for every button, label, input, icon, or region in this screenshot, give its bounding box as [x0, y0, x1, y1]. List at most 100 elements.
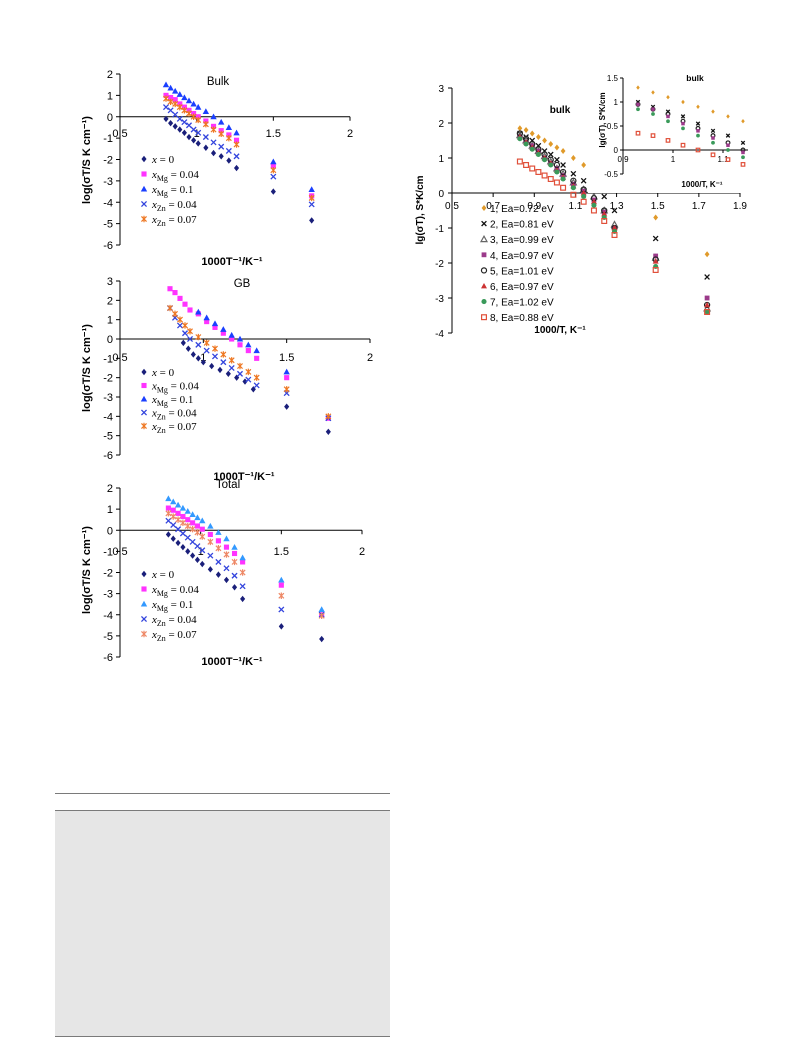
x-tick-label: 0.5 [112, 352, 127, 364]
inset-data-point [711, 140, 715, 145]
data-point [190, 100, 197, 107]
data-point [195, 114, 201, 120]
legend-marker [481, 252, 487, 258]
data-point [283, 386, 290, 393]
data-point [191, 110, 197, 117]
x-tick-label: 1.7 [692, 201, 706, 212]
data-point [194, 514, 201, 521]
inset-data-point [636, 107, 640, 112]
data-point [325, 428, 331, 435]
inset-data-point [666, 95, 670, 100]
x-tick-label: 2 [359, 546, 365, 558]
data-point [226, 132, 232, 138]
data-point [225, 124, 233, 130]
data-point [203, 118, 209, 124]
inset-data-point [710, 152, 716, 158]
data-point [181, 330, 189, 337]
data-point [172, 97, 178, 103]
data-point [220, 359, 227, 366]
data-point [523, 162, 530, 169]
data-point [181, 94, 188, 101]
data-point [611, 225, 618, 231]
table-header-band [55, 793, 390, 811]
data-point [704, 302, 711, 308]
data-point [163, 92, 169, 98]
legend-marker [140, 615, 148, 623]
data-point [270, 188, 276, 195]
data-point [240, 595, 246, 603]
y-tick-label: -4 [103, 610, 113, 622]
legend-label: 2, Ea=0.81 eV [490, 220, 554, 231]
data-point [542, 157, 548, 163]
y-tick-label: -2 [103, 568, 113, 580]
data-point [207, 566, 213, 573]
inset-x-axis-label: 1000/T, K⁻¹ [681, 180, 722, 189]
data-point [165, 495, 172, 502]
data-point [165, 510, 172, 517]
data-point [611, 232, 618, 239]
y-tick-label: 2 [107, 69, 113, 81]
data-point [210, 126, 217, 133]
data-point [536, 134, 541, 140]
y-tick-label: -2 [435, 259, 444, 270]
data-point [199, 547, 206, 554]
data-point [580, 177, 587, 184]
legend-label: xZn = 0.04 [151, 199, 197, 213]
data-point [190, 520, 196, 526]
x-axis-label: 1000T⁻¹/K⁻¹ [201, 656, 262, 668]
table-body-area [55, 811, 390, 1037]
data-point [231, 550, 238, 557]
legend-label: xMg = 0.04 [151, 381, 199, 395]
data-point [529, 165, 536, 172]
data-point [284, 403, 290, 410]
data-point [181, 129, 187, 136]
data-point [560, 184, 567, 191]
inset-data-point [666, 119, 670, 124]
legend-marker [141, 171, 147, 177]
inset-data-point [740, 140, 746, 146]
data-point [194, 523, 200, 529]
inset-data-point [711, 136, 715, 140]
data-point [580, 190, 587, 196]
data-point [245, 376, 252, 383]
legend-marker [480, 267, 488, 274]
data-point [215, 558, 222, 565]
data-point [236, 335, 244, 342]
data-point [187, 328, 193, 335]
data-point [553, 179, 560, 186]
legend-label: 5, Ea=1.01 eV [490, 266, 554, 277]
data-point [175, 539, 181, 547]
data-point [163, 115, 169, 123]
data-point [176, 322, 184, 329]
y-tick-label: -3 [103, 176, 113, 188]
data-point [179, 504, 187, 511]
data-point [590, 198, 597, 205]
y-tick-label: -3 [103, 589, 113, 601]
inset-data-point [740, 162, 746, 167]
data-point [581, 162, 587, 168]
data-point [172, 290, 178, 296]
inset-x-tick-label: 1 [671, 155, 676, 164]
data-point [215, 571, 221, 578]
data-point [611, 207, 618, 214]
data-point [308, 194, 315, 202]
data-point [195, 140, 201, 147]
data-point [270, 158, 277, 165]
data-point [242, 378, 248, 385]
data-point [180, 339, 186, 347]
data-point [211, 320, 219, 327]
data-point [228, 331, 235, 338]
legend-marker [141, 368, 147, 376]
inset-y-axis-label: lg(σT), S*K/cm [598, 92, 607, 147]
empty-table-box [55, 793, 390, 1038]
data-point [162, 81, 170, 88]
data-point [195, 116, 202, 124]
inset-data-point [681, 121, 685, 126]
inset-data-point [696, 104, 700, 109]
legend-marker [481, 220, 487, 227]
legend-label: 7, Ea=1.02 eV [490, 298, 554, 309]
legend-label: x = 0 [151, 569, 175, 581]
data-point [211, 353, 219, 360]
data-point [212, 324, 218, 330]
data-point [591, 202, 597, 208]
